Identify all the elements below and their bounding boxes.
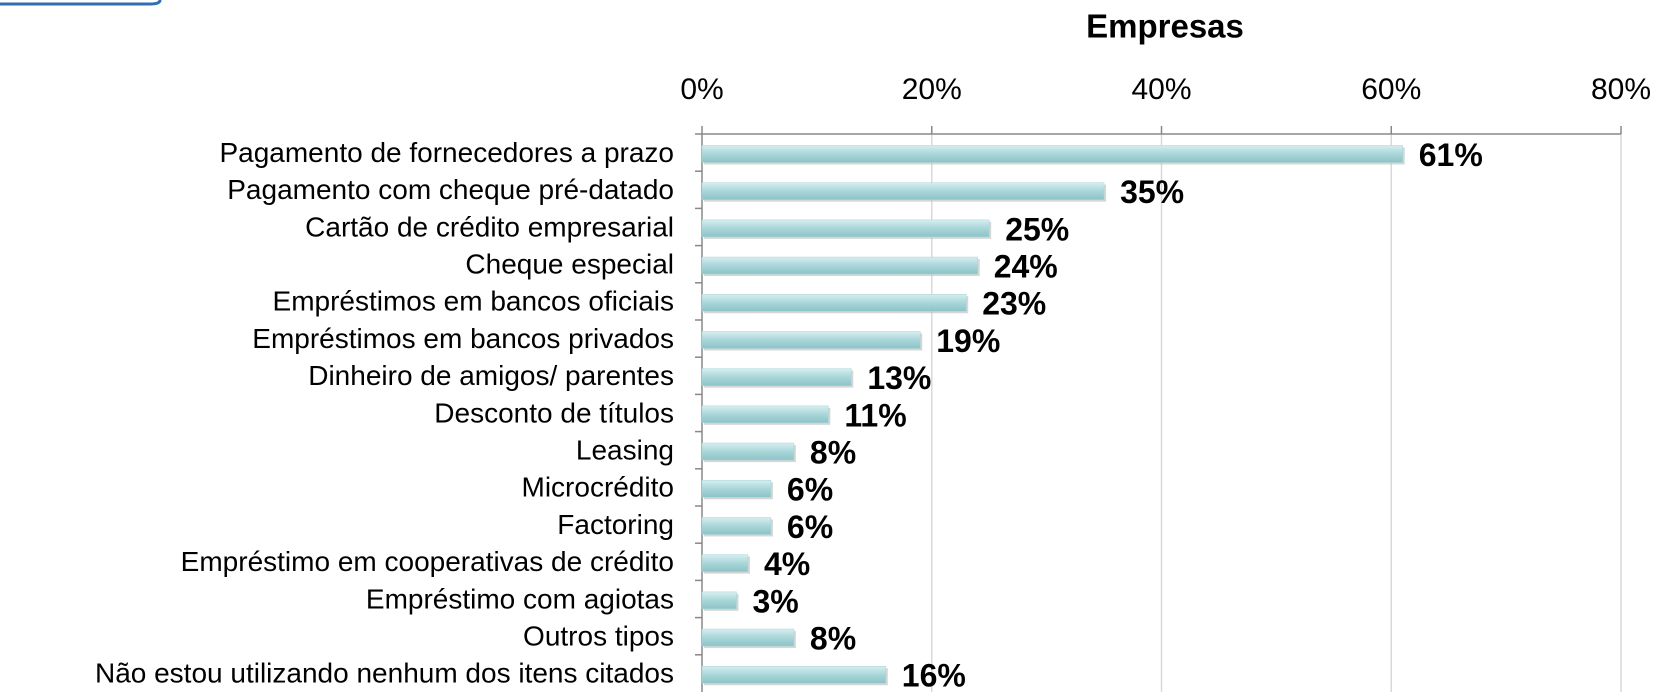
bar xyxy=(701,666,887,684)
data-label: 3% xyxy=(752,583,798,619)
bar xyxy=(701,368,852,386)
bar xyxy=(701,517,772,535)
data-label: 6% xyxy=(787,472,833,508)
x-tick-label: 40% xyxy=(1131,73,1191,106)
data-label: 24% xyxy=(994,249,1058,285)
bar xyxy=(701,405,829,424)
y-tick-label: Empréstimos em bancos privados xyxy=(252,323,674,354)
y-tick-label: Leasing xyxy=(576,434,674,465)
data-label: 8% xyxy=(810,621,856,657)
y-tick-label: Empréstimo em cooperativas de crédito xyxy=(181,546,674,577)
data-label: 8% xyxy=(810,435,856,471)
data-label: 25% xyxy=(1005,211,1069,247)
bar xyxy=(701,145,1403,163)
decoration xyxy=(0,0,162,6)
y-tick-label: Outros tipos xyxy=(523,620,674,651)
x-tick-label: 0% xyxy=(680,73,723,106)
bar xyxy=(701,480,772,498)
data-label: 16% xyxy=(902,658,966,692)
data-label: 19% xyxy=(936,323,1000,359)
bar xyxy=(701,591,737,610)
y-tick-label: Pagamento com cheque pré-datado xyxy=(227,174,674,205)
data-label: 13% xyxy=(867,360,931,396)
y-tick-label: Dinheiro de amigos/ parentes xyxy=(308,360,674,391)
y-tick-label: Não estou utilizando nenhum dos itens ci… xyxy=(95,658,674,689)
bar xyxy=(701,294,967,312)
chart-title: Empresas xyxy=(1086,8,1244,45)
x-tick-label: 80% xyxy=(1591,73,1651,106)
bar xyxy=(701,554,749,572)
data-label: 4% xyxy=(764,546,810,582)
y-tick-label: Cheque especial xyxy=(465,248,674,279)
y-tick-label: Pagamento de fornecedores a prazo xyxy=(219,137,674,168)
data-label: 61% xyxy=(1419,137,1483,173)
x-tick-label: 60% xyxy=(1361,73,1421,106)
y-tick-label: Factoring xyxy=(557,509,674,540)
bar xyxy=(701,219,990,238)
data-label: 35% xyxy=(1120,174,1184,210)
y-tick-label: Empréstimos em bancos oficiais xyxy=(273,286,674,317)
bar xyxy=(701,256,978,275)
y-tick-label: Desconto de títulos xyxy=(434,397,674,428)
bar xyxy=(701,442,795,461)
data-label: 6% xyxy=(787,509,833,545)
data-label: 11% xyxy=(844,397,906,433)
bar xyxy=(701,628,795,647)
bar xyxy=(701,182,1105,200)
y-tick-label: Cartão de crédito empresarial xyxy=(305,211,674,242)
data-label: 23% xyxy=(982,286,1046,322)
y-tick-label: Microcrédito xyxy=(522,472,674,503)
bar xyxy=(701,331,921,349)
y-tick-label: Empréstimo com agiotas xyxy=(366,583,674,614)
x-tick-label: 20% xyxy=(902,73,962,106)
